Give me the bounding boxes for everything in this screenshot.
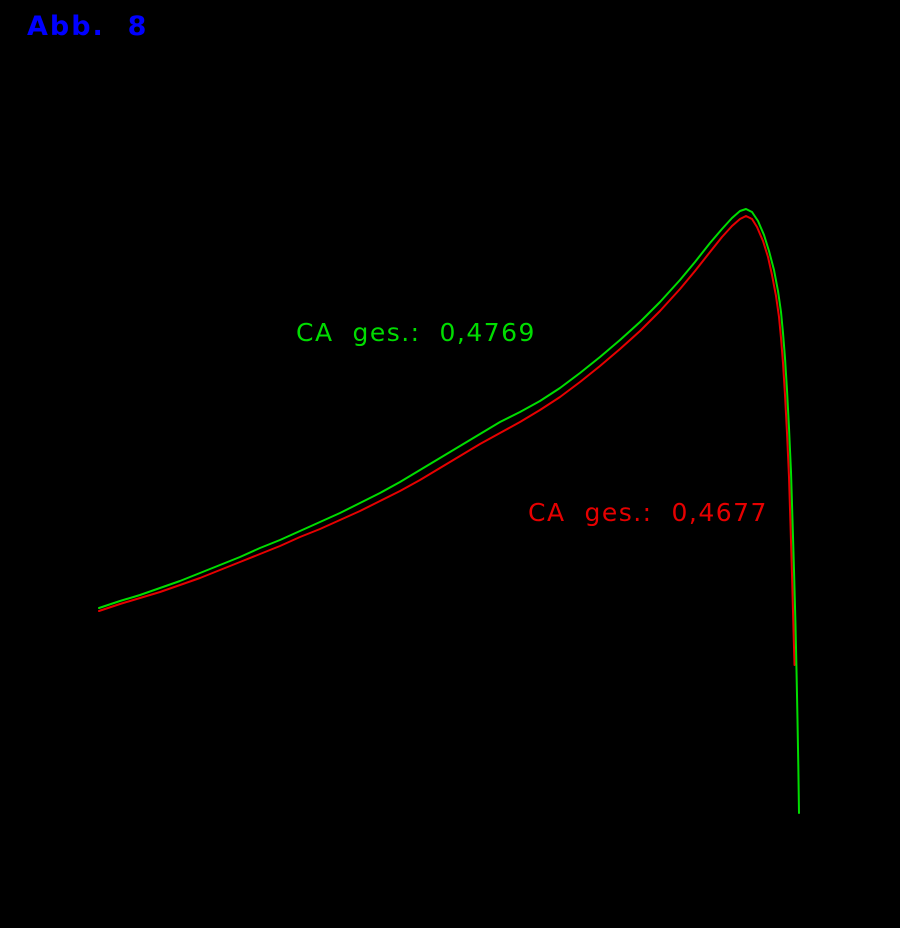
- annotation-green-ca-ges: CA ges.: 0,4769: [296, 318, 536, 347]
- figure-caption: Abb. 8: [27, 11, 149, 42]
- annotation-red-ca-ges: CA ges.: 0,4677: [528, 498, 768, 527]
